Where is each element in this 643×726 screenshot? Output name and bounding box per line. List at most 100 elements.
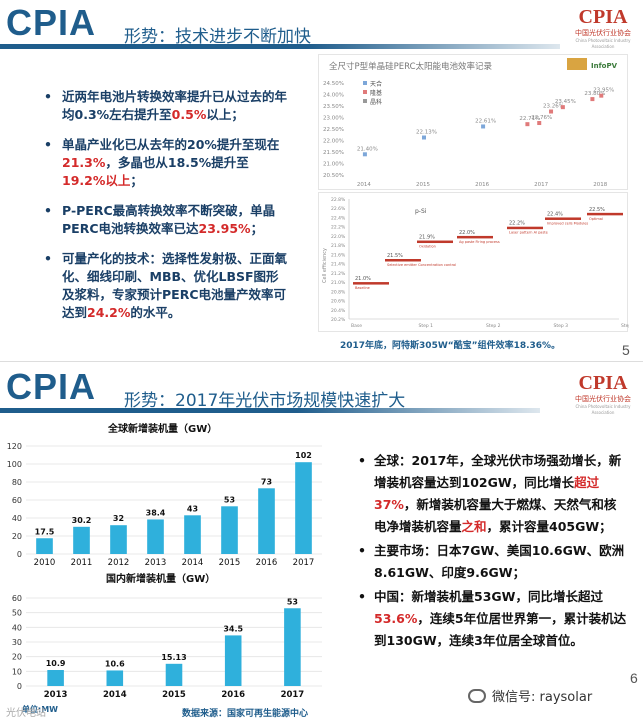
x-tick-label: 2011 [71,558,93,568]
bullet-text: 全球：2017年，全球光伏市场强劲增长，新增装机容量达到102GW，同比增长 [374,453,622,490]
y-tick-label: 21.2% [331,271,346,277]
x-tick-label: Step 1 [419,323,434,329]
data-label: 43 [187,504,198,513]
slide-heading: 形势：2017年光伏市场规模快速扩大 [124,391,406,411]
data-point [599,93,604,98]
chart-title: 全尺寸P型单晶硅PERC太阳能电池效率记录 [329,61,493,72]
bar [224,635,242,686]
bullet-text: 可量产化的技术：选择性发射极、正面氧化、细线印刷、MBB、优化LBSF图形及浆料… [62,251,288,320]
data-label: 23.26% [543,104,564,110]
y-tick-label: 22.4% [331,215,346,221]
x-tick-label: 2016 [221,690,245,700]
step-note: Baseline [355,286,370,290]
bullet-text: ； [130,173,143,188]
step-bar [353,282,389,285]
x-tick-label: Base [351,323,362,329]
data-label: 22.71% [519,116,540,122]
chart-title: 国内新增装机量（GW） [106,572,215,585]
data-label: 22.61% [475,118,496,124]
y-tick-label: 23.50% [323,104,344,110]
y-tick-label: 20.4% [331,308,346,314]
bullet-text: ，多晶也从18.5%提升至 [105,155,249,170]
bullet-item: 可量产化的技术：选择性发射极、正面氧化、细线印刷、MBB、优化LBSF图形及浆料… [40,250,290,322]
global-installation-chart: 全球新增装机量（GW） 0 20 40 60 80 100 120 17.5 2010 30.2 20… [7,422,322,568]
bullet-text: ，连续5年位居世界第一，累计装机达到130GW，连续3年位居全球首位。 [374,611,627,648]
y-axis-label: Cell efficiency [322,248,328,283]
cpia-logo-sub2: China Photovoltaic Industry Association [575,38,631,49]
bar [165,663,183,686]
bullet-text: 中国：新增装机量53GW，同比增长超过 [374,589,603,604]
data-point [422,135,426,140]
step-bar [417,240,453,244]
bar [184,515,201,554]
y-tick-label: 20 [12,653,22,662]
data-label: 10.9 [46,659,66,668]
bullet-item: P-PERC最高转换效率不断突破，单晶PERC电池转换效率已达23.95%； [40,202,290,238]
y-tick-label: 0 [17,682,22,691]
data-label: 32 [113,514,124,523]
data-source: 数据来源：国家可再生能源中心 [182,709,309,719]
domestic-installation-chart: 国内新增装机量（GW） 0 10 20 30 40 50 60 10.9 2013 10.6 2014… [12,572,322,700]
market-bullet-list: 全球：2017年，全球光伏市场强劲增长，新增装机容量达到102GW，同比增长超过… [356,450,628,654]
y-tick-label: 22.00% [323,139,344,145]
x-tick-label: 2015 [416,182,430,188]
highlight-text: 之和 [461,519,487,534]
y-tick-label: 60 [12,496,22,505]
y-tick-label: 40 [12,514,22,523]
data-point [549,109,554,114]
brand-title: CPIA [6,366,97,407]
step-efficiency-chart: 22.8% 22.6% 22.4% 22.2% 22.0% 21.8% 21.6% 21.4%… [318,192,636,332]
market-bullet-item: 中国：新增装机量53GW，同比增长超过 53.6%，连续5年位居世界第一，累计装机… [356,586,628,652]
data-point [481,124,486,129]
data-label: 10.6 [105,659,125,668]
bar [47,670,64,686]
step-bar [385,259,421,262]
cpia-logo-text: CPIA [578,372,628,394]
bullet-text: ，新增装机容量大于燃煤、天然气和核电净增装机容量 [374,497,617,534]
x-tick-label: Step 4 [621,323,629,329]
efficiency-record-chart: 全尺寸P型单晶硅PERC太阳能电池效率记录 InfoPV 天合 隆基 晶科 24.50% 2… [318,54,628,190]
x-tick-label: Step 3 [554,323,569,329]
y-tick-label: 20.2% [331,317,346,323]
bar [106,670,124,686]
x-tick-label: 2017 [281,690,305,700]
y-tick-label: 21.00% [323,162,344,168]
data-label: 21.40% [357,146,378,152]
data-label: 22.13% [416,130,437,136]
y-tick-label: 21.4% [331,262,346,268]
step-value-label: 22.2% [509,221,525,227]
y-tick-label: 20 [12,532,22,541]
highlight-text: 24.2% [87,305,131,320]
step-note: Oxidation [419,245,436,249]
y-tick-label: 21.50% [323,150,344,156]
cpia-logo-sub: 中国光伏行业协会 [575,29,631,37]
data-point [560,105,565,110]
data-label: 23.45% [555,99,576,105]
page-number: 5 [622,342,630,358]
step-note: Optimal [589,217,603,221]
data-label: 102 [295,451,312,460]
y-tick-label: 22.6% [331,206,346,212]
data-point [362,152,367,157]
y-tick-label: 22.2% [331,225,346,231]
highlight-text: 23.95% [198,221,251,236]
y-tick-label: 23.00% [323,116,344,122]
y-tick-label: 24.50% [323,81,344,87]
bullet-text: 主要市场：日本7GW、美国10.6GW、欧洲8.61GW、印度9.6GW； [374,543,625,580]
slide-heading: 形势：技术进步不断加快 [124,27,311,47]
y-tick-label: 21.6% [331,252,346,258]
x-tick-label: 2013 [145,558,167,568]
slide-technology-progress: CPIA 形势：技术进步不断加快 CPIA 中国光伏行业协会 China Pho… [0,0,643,362]
step-note: Selective emitter Concentration control [387,263,456,267]
step-value-label: 21.5% [387,253,403,259]
data-label: 53 [287,597,298,606]
y-tick-label: 0 [17,550,22,559]
y-tick-label: 20.6% [331,299,346,305]
step-bar [587,212,623,216]
bullet-item: 近两年电池片转换效率提升已从过去的年均0.3%左右提升至0.5%以上； [40,88,290,124]
data-point [590,97,595,102]
y-tick-label: 60 [12,594,22,603]
slide-market-scale: CPIA 形势：2017年光伏市场规模快速扩大 CPIA 中国光伏行业协会 Ch… [0,364,643,726]
y-tick-label: 40 [12,623,22,632]
legend-label: 晶科 [370,98,382,106]
